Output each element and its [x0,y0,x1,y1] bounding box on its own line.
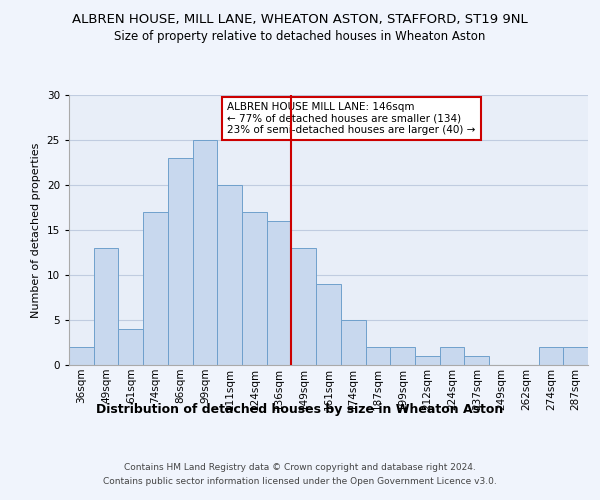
Bar [390,347,415,365]
Text: Size of property relative to detached houses in Wheaton Aston: Size of property relative to detached ho… [115,30,485,43]
Bar [217,185,242,365]
Bar [118,329,143,365]
Bar [316,284,341,365]
Bar [143,212,168,365]
Bar [539,347,563,365]
Bar [242,212,267,365]
Bar [464,356,489,365]
Bar [365,347,390,365]
Bar [341,320,365,365]
Y-axis label: Number of detached properties: Number of detached properties [31,142,41,318]
Text: Distribution of detached houses by size in Wheaton Aston: Distribution of detached houses by size … [97,402,503,415]
Bar [94,248,118,365]
Bar [415,356,440,365]
Bar [193,140,217,365]
Text: ALBREN HOUSE, MILL LANE, WHEATON ASTON, STAFFORD, ST19 9NL: ALBREN HOUSE, MILL LANE, WHEATON ASTON, … [72,12,528,26]
Bar [440,347,464,365]
Bar [563,347,588,365]
Text: ALBREN HOUSE MILL LANE: 146sqm
← 77% of detached houses are smaller (134)
23% of: ALBREN HOUSE MILL LANE: 146sqm ← 77% of … [227,102,476,135]
Text: Contains HM Land Registry data © Crown copyright and database right 2024.: Contains HM Land Registry data © Crown c… [124,462,476,471]
Bar [168,158,193,365]
Bar [267,221,292,365]
Bar [292,248,316,365]
Bar [69,347,94,365]
Text: Contains public sector information licensed under the Open Government Licence v3: Contains public sector information licen… [103,478,497,486]
